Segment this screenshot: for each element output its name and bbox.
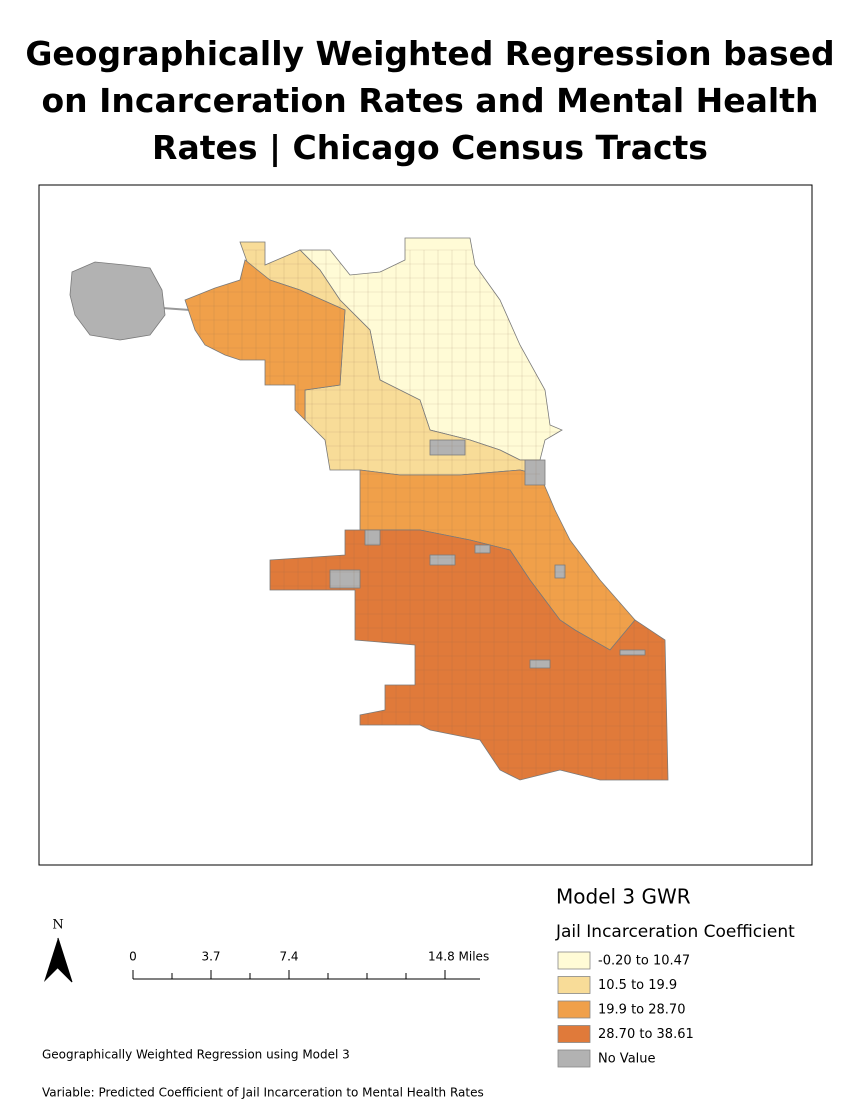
footnote: Variable: Predicted Coefficient of Jail … <box>42 1086 484 1100</box>
connector <box>161 307 191 311</box>
north-label: N <box>52 918 63 933</box>
legend-label: No Value <box>598 1052 656 1067</box>
legend-subtitle: Jail Incarceration Coefficient <box>555 922 795 942</box>
tract-region <box>474 544 491 554</box>
tract-region <box>554 564 566 579</box>
scale-label: 14.8 Miles <box>428 950 489 964</box>
tract-region <box>429 554 456 566</box>
arrow-right <box>57 937 73 983</box>
map <box>69 237 669 781</box>
tract-region <box>524 459 546 486</box>
legend-label: 19.9 to 28.70 <box>598 1003 685 1018</box>
legend-title: Model 3 GWR <box>556 885 691 909</box>
legend-swatch <box>557 1000 591 1019</box>
scale-label: 3.7 <box>201 950 220 964</box>
scale-label: 7.4 <box>279 950 298 964</box>
tract-region <box>429 439 466 456</box>
tract-region <box>329 569 361 589</box>
legend-label: 10.5 to 19.9 <box>598 978 677 993</box>
footnote: Geographically Weighted Regression using… <box>42 1048 350 1062</box>
legend: -0.20 to 10.47 10.5 to 19.9 19.9 to 28.70 2… <box>557 951 694 1068</box>
tract-region <box>619 649 646 656</box>
tract-region <box>184 259 346 421</box>
tract-region <box>529 659 551 669</box>
title: Geographically Weighted Regression based… <box>25 34 835 167</box>
arrow-left <box>44 938 58 982</box>
legend-swatch <box>557 1049 591 1068</box>
legend-swatch <box>557 976 591 994</box>
legend-label: 28.70 to 38.61 <box>598 1027 694 1042</box>
tract-region <box>364 529 381 546</box>
north-arrow: N <box>44 918 73 983</box>
scale-bar <box>132 970 480 980</box>
legend-label: -0.20 to 10.47 <box>598 954 690 969</box>
tract-region <box>269 529 669 781</box>
scale-label: 0 <box>129 950 137 964</box>
legend-swatch <box>557 1025 591 1043</box>
legend-swatch <box>557 951 591 970</box>
tract-region <box>69 261 166 341</box>
